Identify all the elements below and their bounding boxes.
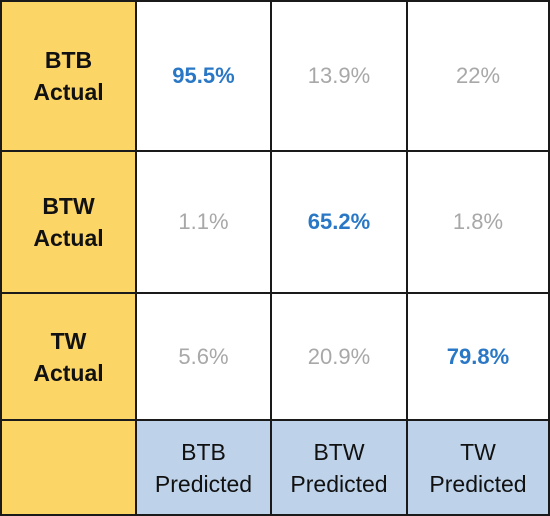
cell-value: 20.9%: [307, 343, 371, 369]
col-header-label: BTW: [313, 438, 365, 465]
row-header-label: Actual: [33, 359, 104, 386]
cell-btw-btw: 65.2%: [270, 150, 408, 294]
corner-cell: [0, 419, 137, 516]
cell-value: 65.2%: [307, 209, 371, 234]
cell-btb-btb: 95.5%: [135, 0, 272, 152]
cell-value: 5.6%: [178, 343, 229, 369]
col-header-label: Predicted: [429, 470, 527, 497]
cell-value: 79.8%: [446, 343, 510, 369]
cell-btb-tw: 22%: [406, 0, 550, 152]
col-header-label: BTB: [181, 438, 226, 465]
cell-value: 1.1%: [178, 209, 229, 234]
cell-btw-tw: 1.8%: [406, 150, 550, 294]
row-header-tw-actual: TW Actual: [0, 292, 137, 421]
cell-value: 95.5%: [172, 63, 235, 88]
col-header-btb-predicted: BTB Predicted: [135, 419, 272, 516]
row-header-btw-actual: BTW Actual: [0, 150, 137, 294]
cell-value: 1.8%: [452, 209, 504, 234]
cell-btb-btw: 13.9%: [270, 0, 408, 152]
row-header-btb-actual: BTB Actual: [0, 0, 137, 152]
cell-tw-tw: 79.8%: [406, 292, 550, 421]
col-header-label: TW: [460, 438, 496, 465]
col-header-label: Predicted: [154, 470, 253, 497]
row-header-label: Actual: [33, 79, 104, 105]
col-header-tw-predicted: TW Predicted: [406, 419, 550, 516]
row-header-label: TW: [50, 327, 87, 354]
row-header-label: BTW: [42, 193, 95, 219]
cell-value: 13.9%: [307, 63, 371, 88]
cell-tw-btb: 5.6%: [135, 292, 272, 421]
col-header-btw-predicted: BTW Predicted: [270, 419, 408, 516]
cell-value: 22%: [455, 63, 501, 88]
row-header-label: Actual: [33, 225, 104, 251]
cell-btw-btb: 1.1%: [135, 150, 272, 294]
cell-tw-btw: 20.9%: [270, 292, 408, 421]
col-header-label: Predicted: [290, 470, 388, 497]
row-header-label: BTB: [44, 47, 93, 73]
